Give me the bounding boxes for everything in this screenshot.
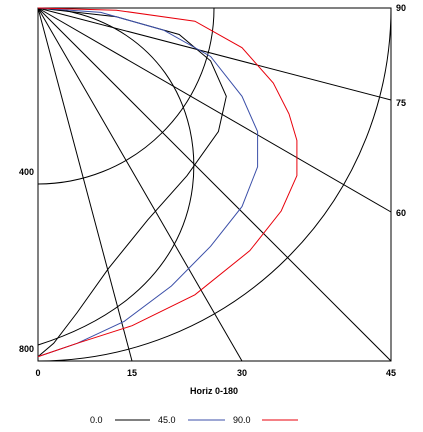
x-axis-title: Horiz 0-180: [190, 386, 238, 396]
x-tick-label: 45: [386, 368, 396, 378]
series-layer: [37, 7, 298, 358]
legend-label-1: 45.0: [158, 415, 176, 425]
series-line-2: [37, 7, 298, 358]
reference-ray: [37, 7, 392, 101]
x-tick-label: 0: [35, 368, 40, 378]
y-right-tick-label: 60: [396, 208, 406, 218]
y-left-tick-label: 400: [19, 167, 34, 177]
y-left-tick-label: 800: [19, 344, 34, 354]
y-right-tick-label: 75: [396, 98, 406, 108]
reference-ray: [37, 7, 392, 213]
reference-ray: [37, 7, 392, 362]
reference-ray: [37, 7, 243, 362]
series-line-1: [37, 7, 259, 358]
legend-label-0: 0.0: [90, 415, 103, 425]
reference-lobe: [37, 7, 195, 346]
x-tick-label: 15: [127, 368, 137, 378]
y-right-tick-label: 90: [396, 3, 406, 13]
series-line-0: [37, 7, 227, 357]
x-tick-label: 30: [237, 368, 247, 378]
reference-geometry: [37, 7, 392, 362]
legend-label-2: 90.0: [233, 415, 251, 425]
reference-ray: [37, 7, 133, 362]
legend: 0.0 45.0 90.0: [90, 415, 298, 425]
